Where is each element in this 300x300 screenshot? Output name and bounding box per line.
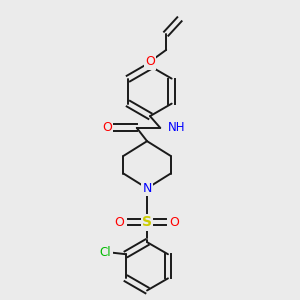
- Text: O: O: [115, 216, 124, 229]
- Text: O: O: [145, 55, 155, 68]
- Text: S: S: [142, 215, 152, 229]
- Text: O: O: [102, 122, 112, 134]
- Text: N: N: [142, 182, 152, 195]
- Text: O: O: [169, 216, 179, 229]
- Text: NH: NH: [168, 122, 185, 134]
- Text: Cl: Cl: [100, 246, 111, 259]
